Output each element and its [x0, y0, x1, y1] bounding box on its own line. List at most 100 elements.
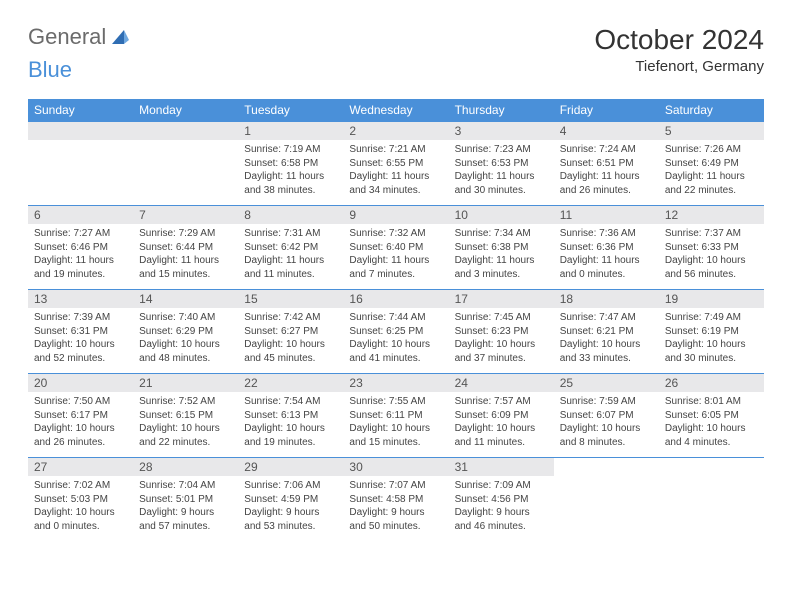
- calendar-week-row: 6Sunrise: 7:27 AMSunset: 6:46 PMDaylight…: [28, 206, 764, 290]
- sunset-text: Sunset: 5:01 PM: [139, 493, 232, 507]
- day-info: Sunrise: 7:36 AMSunset: 6:36 PMDaylight:…: [560, 227, 653, 281]
- day-cell: 22Sunrise: 7:54 AMSunset: 6:13 PMDayligh…: [238, 374, 343, 458]
- day-info: Sunrise: 7:27 AMSunset: 6:46 PMDaylight:…: [34, 227, 127, 281]
- day-number: 15: [238, 290, 343, 308]
- day-cell: 26Sunrise: 8:01 AMSunset: 6:05 PMDayligh…: [659, 374, 764, 458]
- sunset-text: Sunset: 6:17 PM: [34, 409, 127, 423]
- day-number: 27: [28, 458, 133, 476]
- weekday-header: Sunday: [28, 99, 133, 122]
- sunset-text: Sunset: 5:03 PM: [34, 493, 127, 507]
- day-cell: 4Sunrise: 7:24 AMSunset: 6:51 PMDaylight…: [554, 122, 659, 206]
- calendar-body: 1Sunrise: 7:19 AMSunset: 6:58 PMDaylight…: [28, 122, 764, 542]
- daylight-text: Daylight: 10 hours and 37 minutes.: [455, 338, 548, 365]
- sunrise-text: Sunrise: 7:45 AM: [455, 311, 548, 325]
- sunset-text: Sunset: 4:59 PM: [244, 493, 337, 507]
- sunrise-text: Sunrise: 7:26 AM: [665, 143, 758, 157]
- day-number: 18: [554, 290, 659, 308]
- weekday-header-row: Sunday Monday Tuesday Wednesday Thursday…: [28, 99, 764, 122]
- day-cell: 13Sunrise: 7:39 AMSunset: 6:31 PMDayligh…: [28, 290, 133, 374]
- daylight-text: Daylight: 9 hours and 57 minutes.: [139, 506, 232, 533]
- daylight-text: Daylight: 11 hours and 30 minutes.: [455, 170, 548, 197]
- sunrise-text: Sunrise: 8:01 AM: [665, 395, 758, 409]
- day-info: Sunrise: 7:26 AMSunset: 6:49 PMDaylight:…: [665, 143, 758, 197]
- sunrise-text: Sunrise: 7:32 AM: [349, 227, 442, 241]
- day-number: 13: [28, 290, 133, 308]
- sunset-text: Sunset: 6:38 PM: [455, 241, 548, 255]
- day-cell: 12Sunrise: 7:37 AMSunset: 6:33 PMDayligh…: [659, 206, 764, 290]
- sunset-text: Sunset: 6:33 PM: [665, 241, 758, 255]
- day-info: Sunrise: 7:23 AMSunset: 6:53 PMDaylight:…: [455, 143, 548, 197]
- day-number: 31: [449, 458, 554, 476]
- sunrise-text: Sunrise: 7:50 AM: [34, 395, 127, 409]
- daylight-text: Daylight: 10 hours and 33 minutes.: [560, 338, 653, 365]
- daylight-text: Daylight: 11 hours and 0 minutes.: [560, 254, 653, 281]
- day-cell: 20Sunrise: 7:50 AMSunset: 6:17 PMDayligh…: [28, 374, 133, 458]
- day-cell: 3 Sunrise: 7:23 AMSunset: 6:53 PMDaylight…: [449, 122, 554, 206]
- day-cell: 18 Sunrise: 7:47 AMSunset: 6:21 PMDayligh…: [554, 290, 659, 374]
- day-info: Sunrise: 7:24 AMSunset: 6:51 PMDaylight:…: [560, 143, 653, 197]
- day-info: Sunrise: 8:01 AMSunset: 6:05 PMDaylight:…: [665, 395, 758, 449]
- sunrise-text: Sunrise: 7:21 AM: [349, 143, 442, 157]
- calendar-week-row: 20Sunrise: 7:50 AMSunset: 6:17 PMDayligh…: [28, 374, 764, 458]
- day-number: 17: [449, 290, 554, 308]
- sunset-text: Sunset: 6:29 PM: [139, 325, 232, 339]
- day-info: Sunrise: 7:45 AMSunset: 6:23 PMDaylight:…: [455, 311, 548, 365]
- sunset-text: Sunset: 6:23 PM: [455, 325, 548, 339]
- sunrise-text: Sunrise: 7:47 AM: [560, 311, 653, 325]
- day-cell: 14Sunrise: 7:40 AMSunset: 6:29 PMDayligh…: [133, 290, 238, 374]
- day-number: 25: [554, 374, 659, 392]
- daylight-text: Daylight: 10 hours and 22 minutes.: [139, 422, 232, 449]
- calendar-week-row: 1Sunrise: 7:19 AMSunset: 6:58 PMDaylight…: [28, 122, 764, 206]
- sunset-text: Sunset: 6:11 PM: [349, 409, 442, 423]
- day-info: Sunrise: 7:49 AMSunset: 6:19 PMDaylight:…: [665, 311, 758, 365]
- day-number-empty: [133, 122, 238, 140]
- weekday-header: Saturday: [659, 99, 764, 122]
- day-cell: [659, 458, 764, 542]
- day-info: Sunrise: 7:47 AMSunset: 6:21 PMDaylight:…: [560, 311, 653, 365]
- sunrise-text: Sunrise: 7:49 AM: [665, 311, 758, 325]
- day-cell: [28, 122, 133, 206]
- day-cell: 23Sunrise: 7:55 AMSunset: 6:11 PMDayligh…: [343, 374, 448, 458]
- day-info: Sunrise: 7:54 AMSunset: 6:13 PMDaylight:…: [244, 395, 337, 449]
- location-label: Tiefenort, Germany: [594, 58, 764, 75]
- day-cell: 28Sunrise: 7:04 AMSunset: 5:01 PMDayligh…: [133, 458, 238, 542]
- day-number: 11: [554, 206, 659, 224]
- day-number: 3: [449, 122, 554, 140]
- day-number: 19: [659, 290, 764, 308]
- daylight-text: Daylight: 10 hours and 26 minutes.: [34, 422, 127, 449]
- sunrise-text: Sunrise: 7:44 AM: [349, 311, 442, 325]
- day-cell: 24Sunrise: 7:57 AMSunset: 6:09 PMDayligh…: [449, 374, 554, 458]
- weekday-header: Friday: [554, 99, 659, 122]
- sunrise-text: Sunrise: 7:36 AM: [560, 227, 653, 241]
- day-number: 1: [238, 122, 343, 140]
- day-cell: 27 Sunrise: 7:02 AMSunset: 5:03 PMDayligh…: [28, 458, 133, 542]
- title-block: October 2024 Tiefenort, Germany: [594, 24, 764, 75]
- calendar-page: General October 2024 Tiefenort, Germany …: [0, 0, 792, 562]
- sunset-text: Sunset: 6:07 PM: [560, 409, 653, 423]
- day-number: 7: [133, 206, 238, 224]
- logo-text-blue: Blue: [28, 57, 72, 83]
- daylight-text: Daylight: 11 hours and 7 minutes.: [349, 254, 442, 281]
- day-number: 16: [343, 290, 448, 308]
- daylight-text: Daylight: 11 hours and 38 minutes.: [244, 170, 337, 197]
- sunset-text: Sunset: 6:36 PM: [560, 241, 653, 255]
- sunset-text: Sunset: 6:51 PM: [560, 157, 653, 171]
- daylight-text: Daylight: 10 hours and 52 minutes.: [34, 338, 127, 365]
- day-cell: 10 Sunrise: 7:34 AMSunset: 6:38 PMDayligh…: [449, 206, 554, 290]
- day-number: 10: [449, 206, 554, 224]
- day-cell: 2Sunrise: 7:21 AMSunset: 6:55 PMDaylight…: [343, 122, 448, 206]
- day-number: 14: [133, 290, 238, 308]
- daylight-text: Daylight: 10 hours and 41 minutes.: [349, 338, 442, 365]
- day-number: 2: [343, 122, 448, 140]
- day-info: Sunrise: 7:34 AMSunset: 6:38 PMDaylight:…: [455, 227, 548, 281]
- day-number: 12: [659, 206, 764, 224]
- month-title: October 2024: [594, 24, 764, 56]
- day-cell: 17 Sunrise: 7:45 AMSunset: 6:23 PMDayligh…: [449, 290, 554, 374]
- sunrise-text: Sunrise: 7:09 AM: [455, 479, 548, 493]
- weekday-header: Tuesday: [238, 99, 343, 122]
- day-info: Sunrise: 7:59 AMSunset: 6:07 PMDaylight:…: [560, 395, 653, 449]
- day-info: Sunrise: 7:02 AMSunset: 5:03 PMDaylight:…: [34, 479, 127, 533]
- daylight-text: Daylight: 10 hours and 8 minutes.: [560, 422, 653, 449]
- day-info: Sunrise: 7:07 AMSunset: 4:58 PMDaylight:…: [349, 479, 442, 533]
- sunset-text: Sunset: 6:42 PM: [244, 241, 337, 255]
